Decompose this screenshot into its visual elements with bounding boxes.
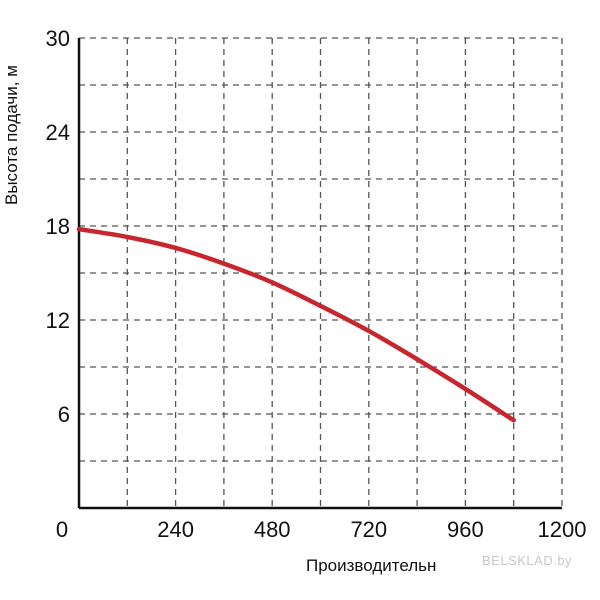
x-tick-label: 1200 [538, 517, 587, 542]
y-tick-label: 18 [46, 214, 70, 239]
y-tick-label: 6 [58, 402, 70, 427]
y-tick-label: 12 [46, 308, 70, 333]
x-tick-label: 480 [254, 517, 291, 542]
series [76, 226, 516, 423]
x-tick-label: 240 [157, 517, 194, 542]
x-tick-label: 960 [447, 517, 484, 542]
y-tick-label: 24 [46, 120, 70, 145]
x-tick-label: 0 [56, 517, 68, 542]
watermark-text: BELSKLAD.by [482, 553, 572, 568]
x-tick-label: 720 [350, 517, 387, 542]
axes [77, 38, 562, 510]
grid-lines [79, 37, 563, 508]
y-axis-title: Высота подачи, м [2, 65, 21, 205]
y-tick-label: 30 [46, 26, 70, 51]
x-axis-title: Производительн [306, 556, 436, 575]
tick-labels: 0 240 480 720 960 1200 6 12 18 24 30 [46, 26, 587, 542]
series-line [76, 226, 516, 423]
